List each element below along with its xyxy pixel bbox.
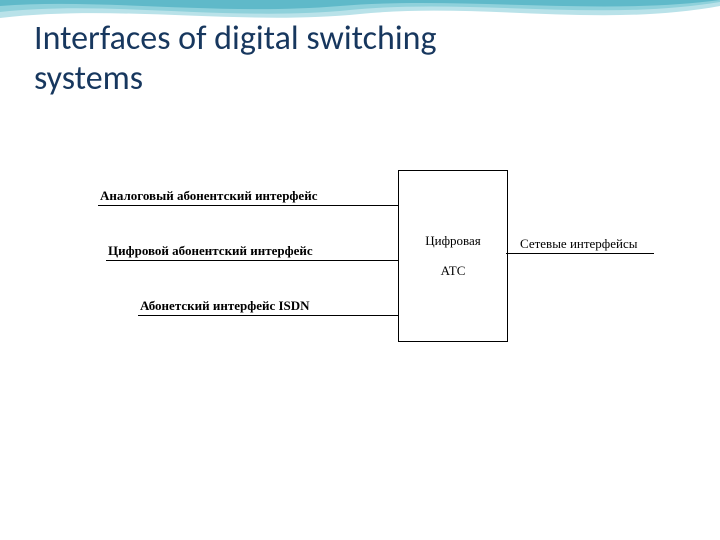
output-line-network [506, 253, 654, 254]
input-line-digital-sub [106, 260, 398, 261]
input-line-analog [98, 205, 398, 206]
center-box-line1: Цифровая [425, 233, 481, 249]
input-label-digital-sub: Цифровой абонентский интерфейс [108, 243, 313, 259]
interfaces-diagram: Аналоговый абонентский интерфейс Цифрово… [0, 0, 720, 540]
input-label-analog: Аналоговый абонентский интерфейс [100, 188, 317, 204]
input-label-isdn: Абонетский интерфейс ISDN [140, 298, 310, 314]
center-box-line2: АТС [441, 263, 466, 279]
input-line-isdn [138, 315, 398, 316]
output-label-network: Сетевые интерфейсы [520, 236, 637, 252]
center-box-digital-atc: Цифровая АТС [398, 170, 508, 342]
